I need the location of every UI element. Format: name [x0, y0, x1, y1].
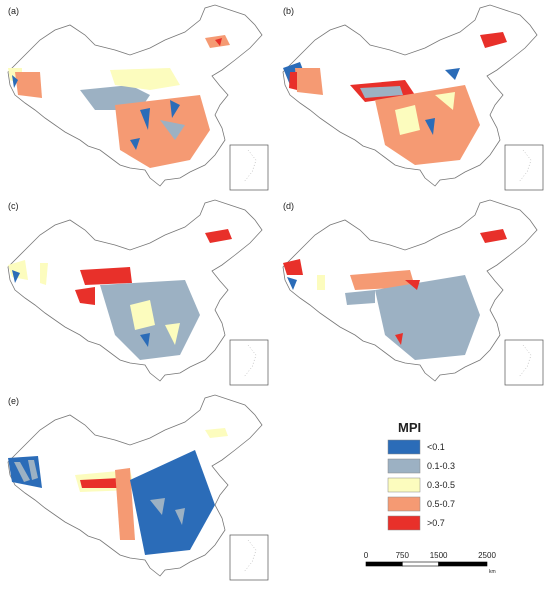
panel-label: (a): [8, 6, 19, 16]
legend-swatch: [387, 515, 421, 531]
panel-a: (a): [7, 4, 269, 191]
scale-label: 750: [396, 551, 410, 560]
legend-title: MPI: [398, 420, 421, 435]
legend-swatch: [387, 439, 421, 455]
panel-label: (c): [8, 201, 19, 211]
legend-swatch: [387, 458, 421, 474]
scale-label: 1500: [430, 551, 448, 560]
scale-segment: [401, 561, 439, 567]
panel-b: (b): [282, 4, 544, 191]
panel-e: (e): [7, 394, 269, 581]
panel-d: (d): [282, 199, 544, 386]
scale-segment: [438, 561, 488, 567]
legend-label: 0.1-0.3: [427, 461, 455, 471]
legend-swatch: [387, 496, 421, 512]
legend-swatch: [387, 477, 421, 493]
legend: MPI <0.1 0.1-0.3 0.3-0.5 0.5-0.7 >0.7: [387, 420, 455, 531]
scale-segment: [365, 561, 403, 567]
legend-label: 0.3-0.5: [427, 480, 455, 490]
panel-label: (b): [283, 6, 294, 16]
scale-label: 2500: [478, 551, 496, 560]
legend-label: <0.1: [427, 442, 445, 452]
scale-label: 0: [364, 551, 369, 560]
legend-label: >0.7: [427, 518, 445, 528]
scale-unit: km: [489, 569, 496, 575]
panel-label: (e): [8, 396, 19, 406]
panel-c: (c): [7, 199, 269, 386]
scale-bar: 0 750 1500 2500 km: [364, 551, 497, 575]
panel-label: (d): [283, 201, 294, 211]
legend-label: 0.5-0.7: [427, 499, 455, 509]
